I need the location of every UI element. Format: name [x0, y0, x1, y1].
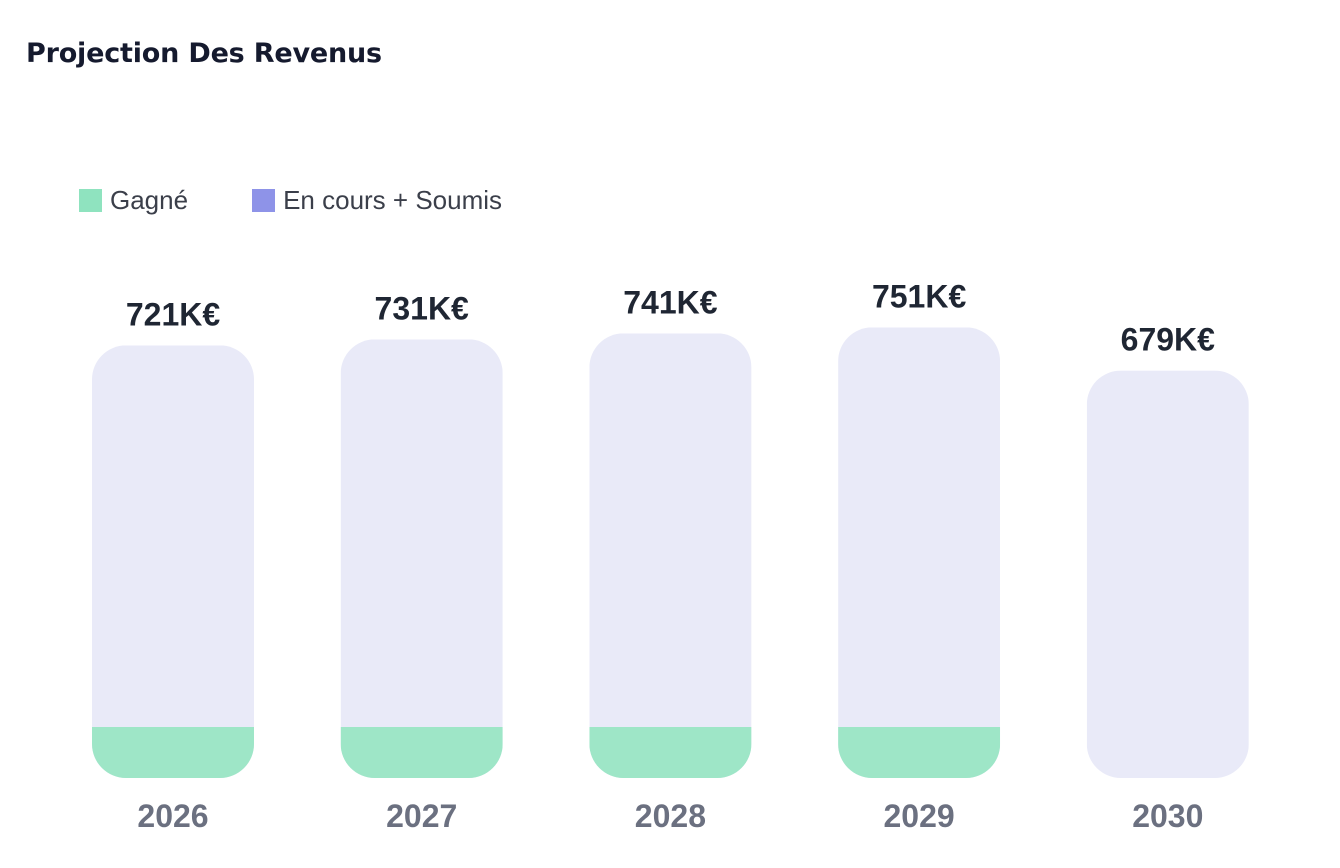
legend-item-pending[interactable]: En cours + Soumis [252, 185, 502, 216]
bar-group-2028[interactable]: 741K€ 2028 [589, 284, 752, 834]
bar-group-2027[interactable]: 731K€ 2027 [340, 290, 503, 834]
bar-won-2027[interactable] [340, 727, 503, 778]
legend: Gagné En cours + Soumis [79, 185, 566, 216]
category-label-2028: 2028 [635, 798, 706, 834]
legend-item-won[interactable]: Gagné [79, 185, 188, 216]
category-label-2027: 2027 [386, 798, 457, 834]
bar-pending-2029[interactable] [838, 327, 1001, 778]
legend-label-pending: En cours + Soumis [283, 185, 503, 215]
category-label-2026: 2026 [137, 798, 208, 834]
bar-group-2026[interactable]: 721K€ 2026 [92, 296, 254, 834]
total-label-2027: 731K€ [375, 290, 470, 326]
bar-pending-2030[interactable] [1086, 370, 1249, 778]
bar-group-2030[interactable]: 679K€ 2030 [1086, 322, 1249, 834]
legend-swatch-pending [252, 189, 276, 212]
total-label-2026: 721K€ [126, 296, 221, 332]
bar-group-2029[interactable]: 751K€ 2029 [838, 278, 1001, 834]
total-label-2029: 751K€ [872, 278, 967, 314]
legend-label-won: Gagné [110, 185, 189, 215]
bar-pending-2026[interactable] [92, 345, 254, 778]
bar-pending-2028[interactable] [589, 333, 752, 778]
total-label-2030: 679K€ [1121, 322, 1216, 358]
bar-won-2028[interactable] [589, 727, 752, 778]
category-label-2029: 2029 [884, 798, 955, 834]
chart-title: Projection Des Revenus [26, 38, 382, 69]
legend-swatch-won [79, 189, 102, 212]
total-label-2028: 741K€ [623, 284, 718, 320]
bar-won-2029[interactable] [838, 727, 1001, 778]
bar-pending-2027[interactable] [340, 339, 503, 778]
category-label-2030: 2030 [1132, 798, 1203, 834]
bar-won-2026[interactable] [92, 727, 254, 778]
